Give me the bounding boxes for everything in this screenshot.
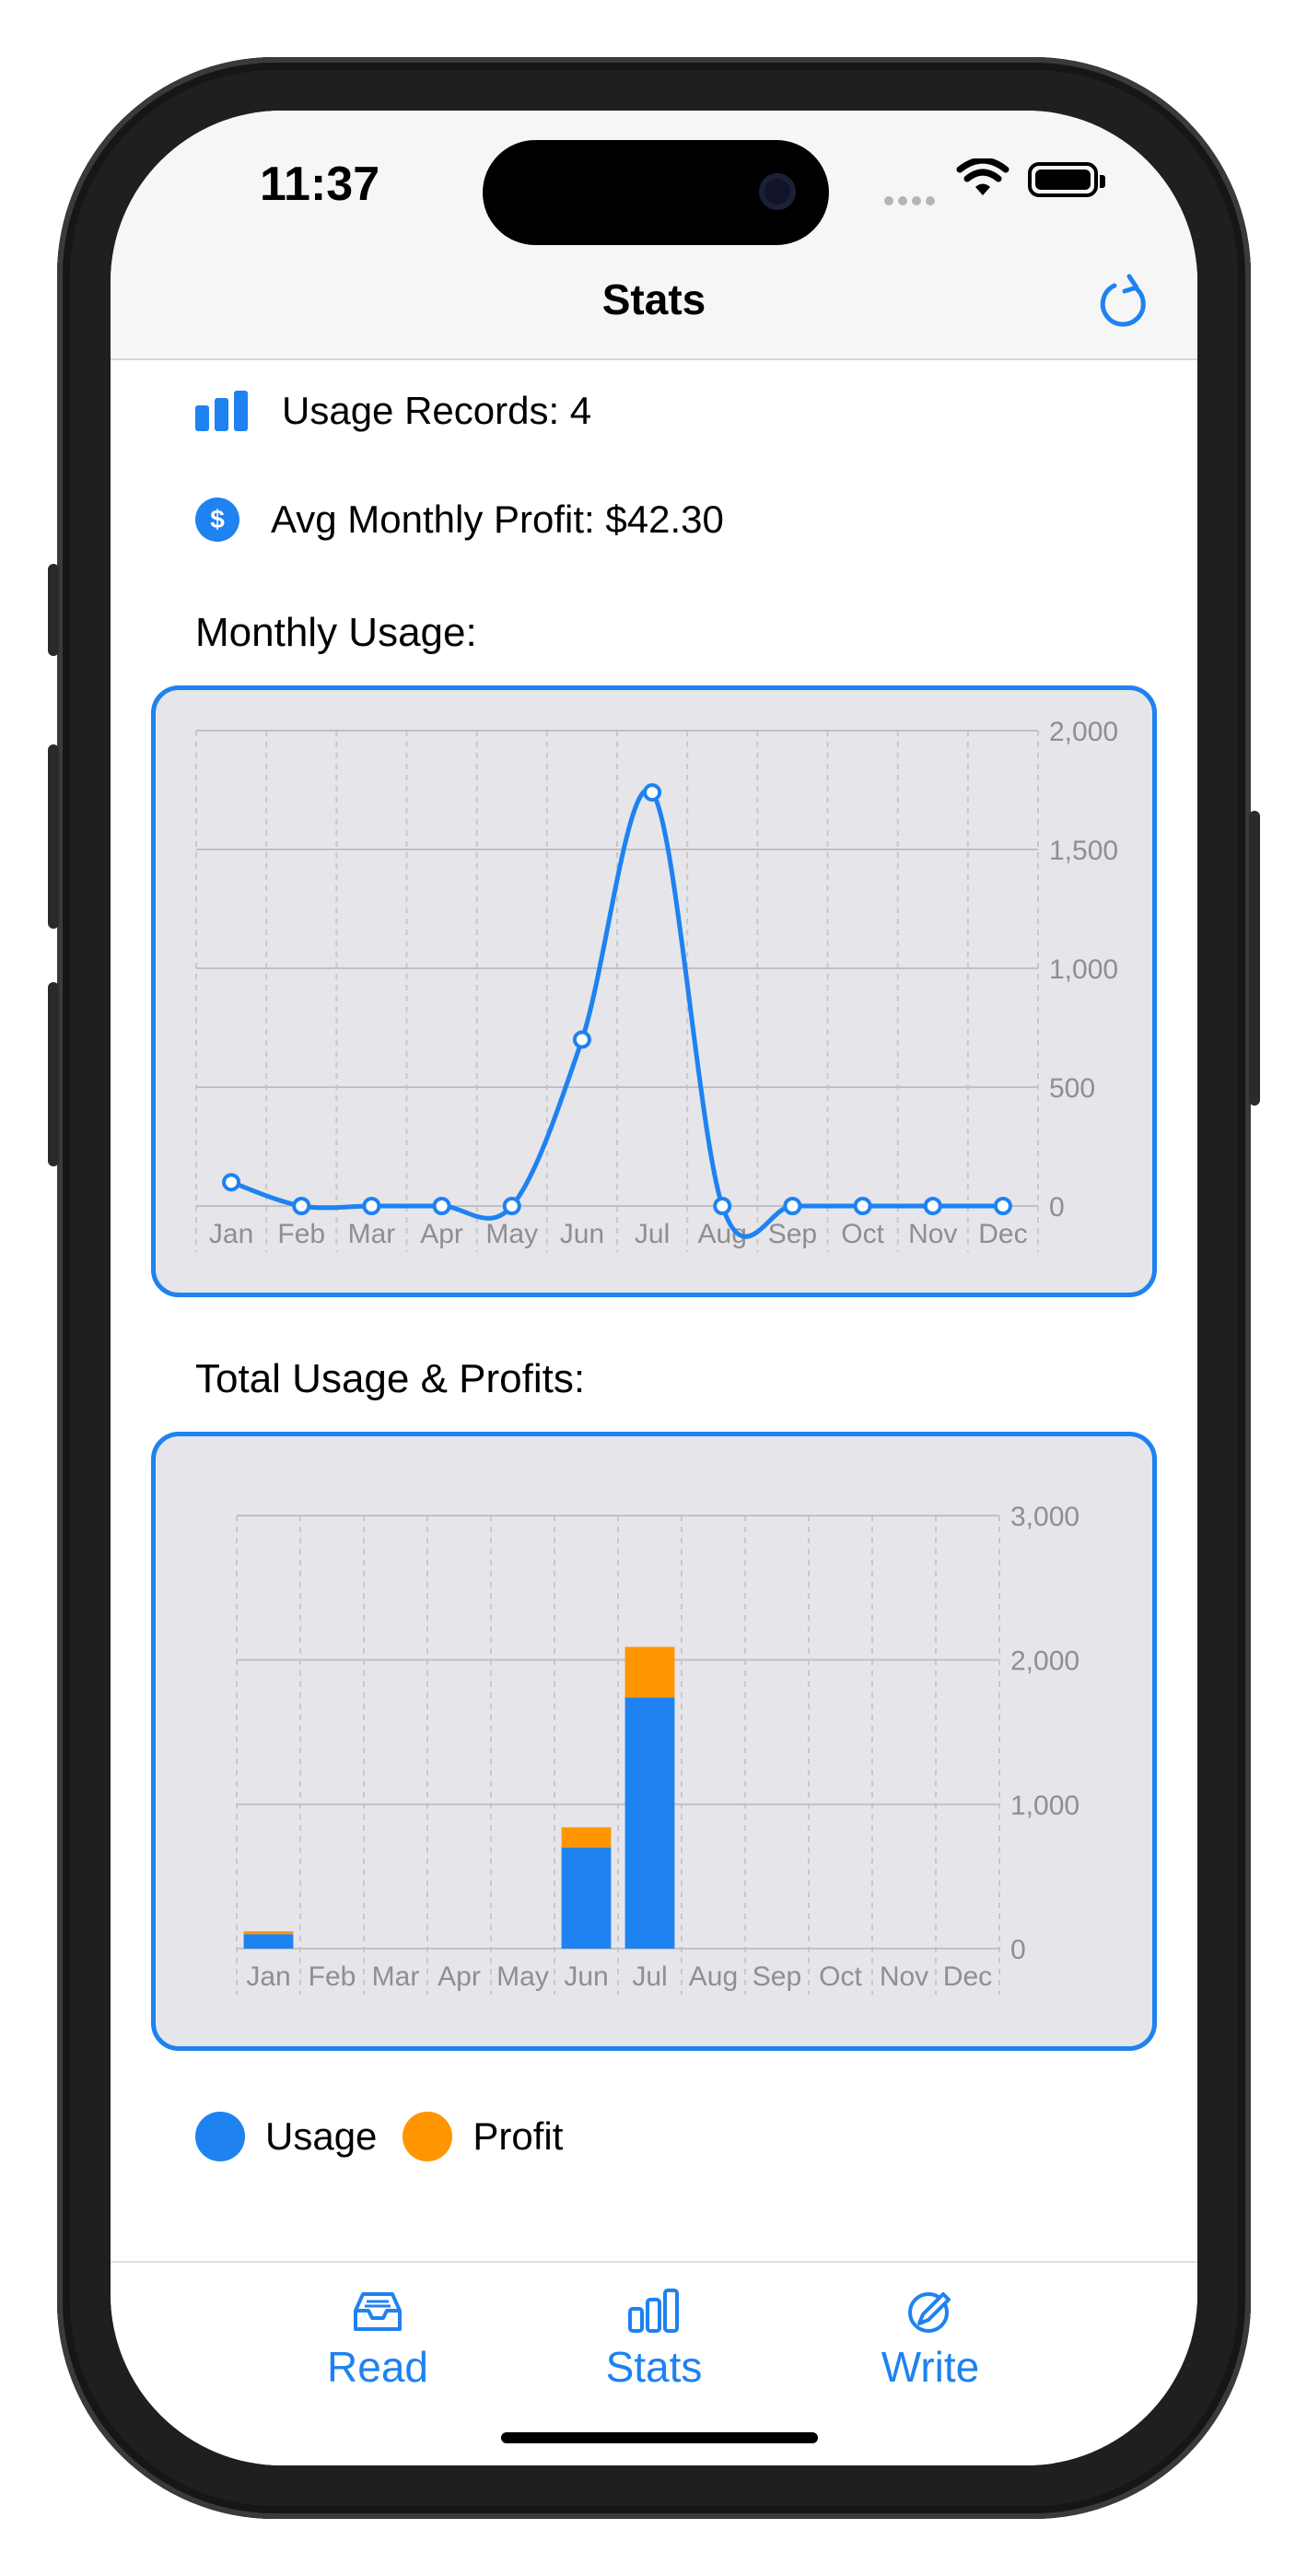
monthly-usage-title: Monthly Usage: (195, 610, 477, 655)
volume-up-button (48, 744, 59, 929)
legend-profit-label: Profit (473, 2114, 564, 2158)
line-chart-xtick: Jan (209, 1219, 253, 1249)
status-time: 11:37 (260, 158, 380, 211)
line-chart-point (923, 1197, 942, 1215)
bar-profit-jul (624, 1646, 675, 1698)
nav-divider (111, 358, 1197, 360)
status-bar: 11:37 Stats (111, 111, 1197, 359)
bar-chart-ytick: 2,000 (1010, 1646, 1079, 1677)
bar-usage-jun (561, 1847, 612, 1949)
legend-usage-label: Usage (265, 2114, 378, 2158)
line-chart-ytick: 0 (1049, 1192, 1065, 1223)
line-chart-series-line (230, 787, 1003, 1239)
bar-chart-outline-icon (628, 2289, 679, 2333)
tab-stats-label: Stats (605, 2343, 703, 2391)
bar-chart-xtick: Mar (372, 1961, 420, 1992)
screen: 11:37 Stats Usage Records: 4 $ A (111, 111, 1197, 2465)
legend-profit-swatch (403, 2112, 453, 2161)
line-chart-ytick: 1,000 (1049, 954, 1118, 985)
line-chart-point (362, 1197, 381, 1215)
bar-usage-jan (243, 1934, 294, 1949)
avg-profit-text: Avg Monthly Profit: $42.30 (271, 498, 724, 541)
bar-chart-xtick: Jan (246, 1961, 290, 1992)
tab-bar: Read Stats Write (111, 2261, 1197, 2465)
legend-usage-swatch (195, 2112, 245, 2161)
line-chart-point (783, 1197, 802, 1215)
avg-profit-row: $ Avg Monthly Profit: $42.30 (195, 498, 724, 542)
line-chart-xtick: Jul (635, 1219, 670, 1249)
bar-chart-xtick: Apr (438, 1961, 481, 1992)
line-chart-xtick: Apr (420, 1219, 463, 1249)
volume-down-button (48, 982, 59, 1166)
line-chart-xtick: Nov (908, 1219, 957, 1249)
bar-chart-ytick: 1,000 (1010, 1790, 1079, 1821)
bar-chart-xtick: Aug (689, 1961, 738, 1992)
line-chart-point (502, 1197, 521, 1215)
stacked-bar-chart: 0 1,000 2,000 3,000 Jan Feb Mar Apr May Jun Jul Aug… (236, 1502, 1079, 1995)
tab-read-label: Read (327, 2343, 428, 2391)
tab-read[interactable]: Read (239, 2289, 516, 2392)
svg-text:$: $ (210, 505, 225, 533)
battery-icon (1028, 162, 1105, 197)
bar-chart-xtick: Feb (309, 1961, 356, 1992)
line-chart-point (993, 1197, 1012, 1215)
page-title: Stats (601, 275, 706, 323)
line-chart-xtick: Mar (348, 1219, 396, 1249)
wifi-icon (956, 158, 1009, 195)
line-chart-xtick: May (485, 1219, 538, 1249)
line-chart-xtick: Sep (768, 1219, 817, 1249)
home-indicator (501, 2432, 818, 2443)
power-button (1249, 811, 1260, 1106)
bar-profit-jun (561, 1827, 612, 1848)
monthly-usage-chart: 0 500 1,000 1,500 2,000 Jan Feb Mar Apr May Jun Jul… (151, 685, 1157, 1297)
bar-profit-jan (243, 1931, 294, 1935)
bar-chart-xtick: Dec (943, 1961, 992, 1992)
bar-chart-xtick: Nov (880, 1961, 928, 1992)
bar-chart-xtick: May (496, 1961, 549, 1992)
usage-records-text: Usage Records: 4 (282, 389, 592, 432)
line-chart-ytick: 500 (1049, 1073, 1095, 1104)
usage-records-row: Usage Records: 4 (195, 389, 591, 433)
chart-legend: Usage Profit (195, 2112, 563, 2161)
dynamic-island (483, 140, 829, 245)
cellular-signal-icon (884, 193, 941, 205)
bar-usage-jul (624, 1697, 675, 1949)
line-chart-ytick: 2,000 (1049, 717, 1118, 747)
total-usage-profits-title: Total Usage & Profits: (195, 1356, 586, 1401)
tab-write-label: Write (881, 2343, 980, 2391)
line-chart-point (222, 1173, 241, 1192)
bar-chart-xtick: Sep (753, 1961, 801, 1992)
bar-chart-ytick: 0 (1010, 1935, 1026, 1965)
bar-chart-ytick: 3,000 (1010, 1502, 1079, 1532)
pencil-circle-icon (908, 2292, 951, 2333)
line-chart-point (643, 783, 662, 802)
bar-chart-icon (195, 391, 248, 431)
bar-chart-xtick: Jul (632, 1961, 667, 1992)
line-chart-point (432, 1197, 451, 1215)
tab-stats[interactable]: Stats (516, 2289, 792, 2392)
line-chart-xtick: Dec (978, 1219, 1027, 1249)
tray-icon (354, 2292, 402, 2331)
line-chart-point (572, 1030, 591, 1049)
bar-chart-xtick: Jun (564, 1961, 608, 1992)
line-chart-point (713, 1197, 732, 1215)
tab-write[interactable]: Write (792, 2289, 1068, 2392)
refresh-icon[interactable] (1094, 273, 1153, 332)
bar-chart-xtick: Oct (819, 1961, 862, 1992)
dollar-circle-icon: $ (195, 498, 239, 542)
line-chart-xtick: Feb (277, 1219, 325, 1249)
line-chart: 0 500 1,000 1,500 2,000 Jan Feb Mar Apr May Jun Jul… (195, 717, 1118, 1252)
camera-icon (759, 173, 796, 210)
line-chart-point (853, 1197, 872, 1215)
line-chart-xtick: Oct (841, 1219, 884, 1249)
total-usage-profits-chart: 0 1,000 2,000 3,000 Jan Feb Mar Apr May Jun Jul Aug… (151, 1432, 1157, 2051)
line-chart-xtick: Jun (560, 1219, 604, 1249)
line-chart-ytick: 1,500 (1049, 836, 1118, 866)
line-chart-point (292, 1197, 311, 1215)
action-button (48, 564, 59, 656)
